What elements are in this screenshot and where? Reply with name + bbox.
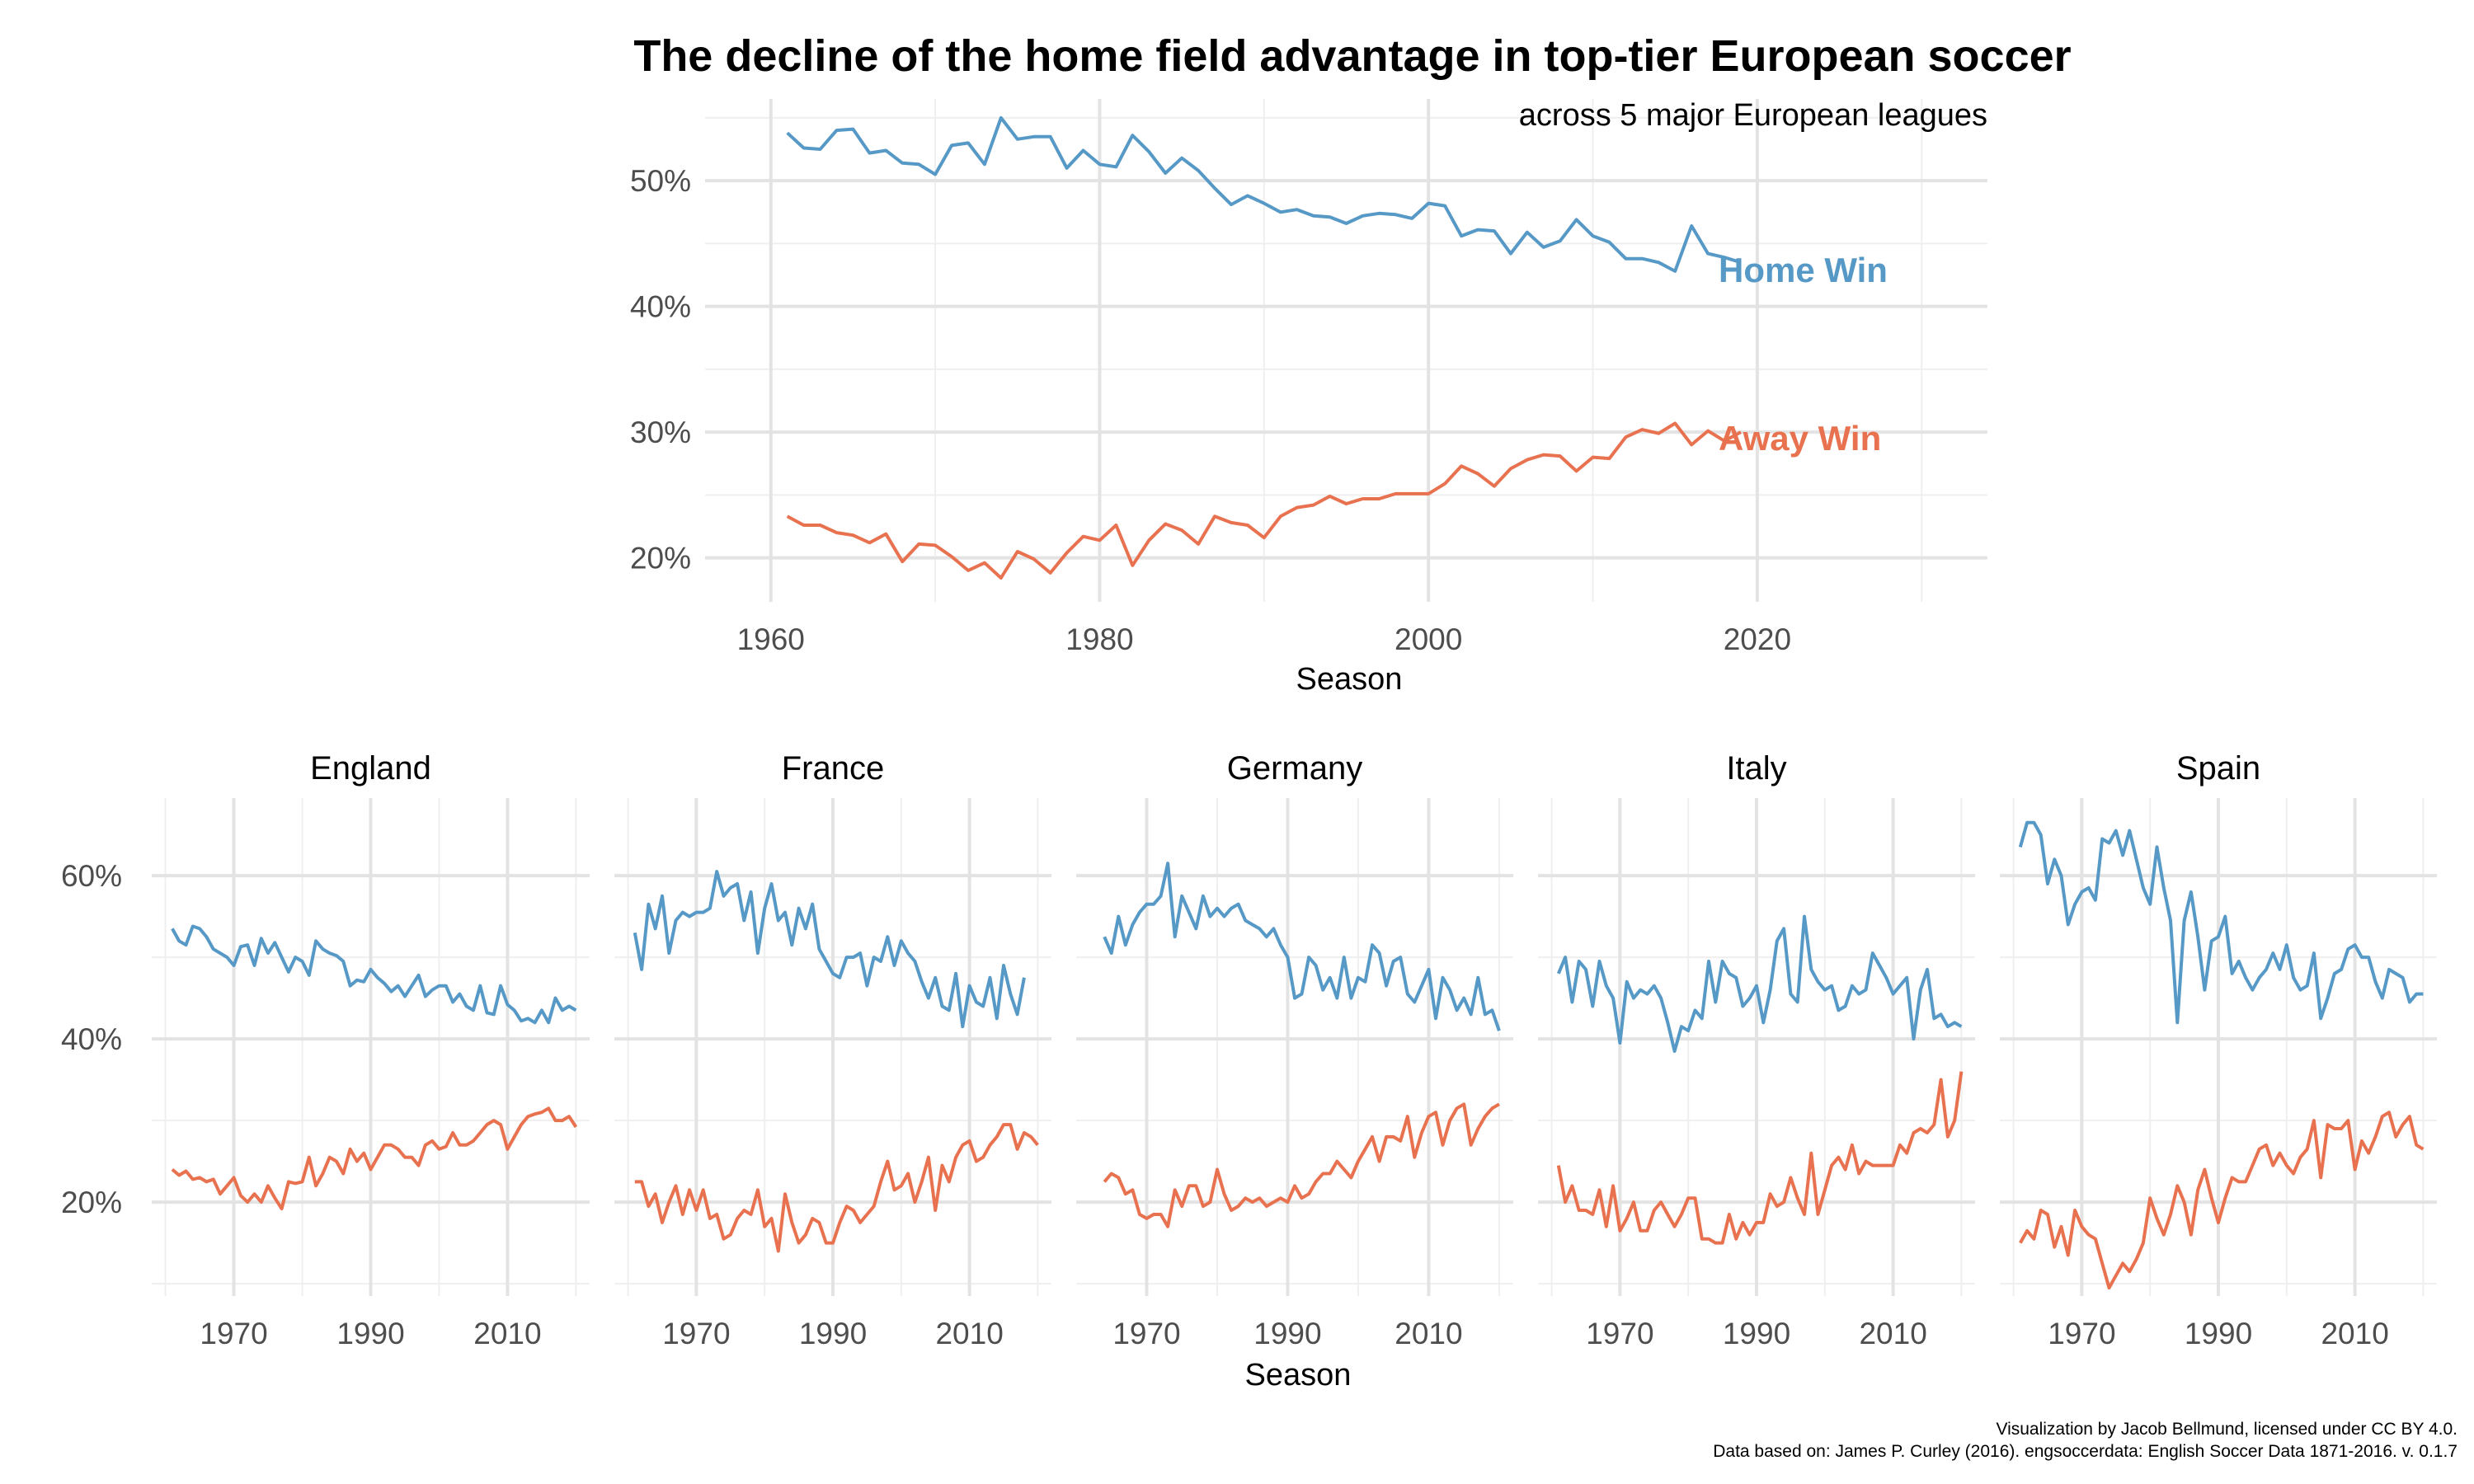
facet-x-tick-label: 1970 — [200, 1317, 267, 1350]
facet-x-tick-label: 2010 — [473, 1317, 541, 1350]
home-win-line — [786, 115, 1742, 273]
facet-england: England 1970 1990 2010 20% 40% 60% — [61, 750, 590, 1350]
facet-title: Italy — [1726, 750, 1786, 787]
facet-france: France 1970 1990 2010 — [614, 750, 1051, 1350]
facet-y-tick-label: 20% — [61, 1186, 122, 1219]
overall-y-tick-label: 20% — [630, 542, 691, 575]
facet-x-tick-label: 2010 — [2321, 1317, 2388, 1350]
facet-x-tick-label: 1990 — [1253, 1317, 1321, 1350]
england-away-win-line — [171, 1106, 578, 1211]
overall-lines — [786, 115, 1742, 580]
facet-title: Spain — [2176, 750, 2260, 787]
germany-away-win-line — [1103, 1102, 1500, 1228]
facet-x-tick-label: 2010 — [1859, 1317, 1926, 1350]
home-win-label: Home Win — [1719, 251, 1888, 289]
chart-title: The decline of the home field advantage … — [633, 31, 2071, 81]
facet-x-tick-label: 2010 — [935, 1317, 1003, 1350]
facet-italy: Italy 1970 1990 2010 — [1538, 750, 1975, 1350]
overall-x-axis-title: Season — [1296, 662, 1403, 697]
facet-x-tick-label: 1990 — [1723, 1317, 1790, 1350]
facet-x-tick-label: 2010 — [1395, 1317, 1462, 1350]
overall-y-tick-label: 50% — [630, 164, 691, 198]
italy-home-win-line — [1556, 914, 1963, 1053]
overall-x-tick-label: 2000 — [1395, 622, 1462, 656]
facet-y-tick-label: 40% — [61, 1022, 122, 1056]
facet-x-tick-label: 1970 — [662, 1317, 730, 1350]
overall-x-tick-label: 2020 — [1724, 622, 1791, 656]
overall-x-tick-label: 1980 — [1065, 622, 1133, 656]
facet-spain: Spain 1970 1990 2010 — [2000, 750, 2437, 1350]
overall-panel: across 5 major European leagues 1960 1980… — [630, 98, 1987, 697]
spain-away-win-line — [2019, 1111, 2425, 1290]
facet-title: England — [310, 750, 431, 787]
facet-x-tick-label: 1990 — [336, 1317, 404, 1350]
caption-source: Data based on: James P. Curley (2016). e… — [1713, 1442, 2458, 1461]
overall-grid — [705, 99, 1987, 602]
facets-x-axis-title: Season — [1245, 1358, 1352, 1392]
chart-subtitle: across 5 major European leagues — [1519, 98, 1987, 133]
france-away-win-line — [634, 1123, 1039, 1253]
facet-x-tick-label: 1970 — [1586, 1317, 1653, 1350]
germany-home-win-line — [1103, 862, 1501, 1031]
caption-credit: Visualization by Jacob Bellmund, license… — [1996, 1420, 2458, 1439]
england-home-win-line — [171, 924, 577, 1025]
overall-x-tick-label: 1960 — [737, 622, 805, 656]
overall-y-tick-label: 30% — [630, 416, 691, 449]
facet-x-tick-label: 1990 — [799, 1317, 867, 1350]
facet-title: Germany — [1227, 750, 1363, 787]
facet-y-tick-label: 60% — [61, 859, 122, 893]
facet-x-tick-label: 1990 — [2185, 1317, 2252, 1350]
spain-home-win-line — [2018, 820, 2424, 1025]
facet-title: France — [782, 750, 885, 787]
france-home-win-line — [633, 870, 1026, 1029]
italy-away-win-line — [1556, 1071, 1964, 1245]
league-facets: England 1970 1990 2010 20% 40% 60% France 1970 19… — [61, 750, 2437, 1350]
facet-x-tick-label: 1970 — [2048, 1317, 2115, 1350]
facet-x-tick-label: 1970 — [1112, 1317, 1180, 1350]
away-win-line — [786, 421, 1742, 580]
overall-y-ticks: 20% 30% 40% 50% — [630, 164, 691, 575]
facet-germany: Germany 1970 1990 2010 — [1076, 750, 1513, 1350]
overall-y-tick-label: 40% — [630, 290, 691, 324]
overall-x-ticks: 1960 1980 2000 2020 — [737, 622, 1791, 656]
away-win-label: Away Win — [1719, 419, 1881, 458]
